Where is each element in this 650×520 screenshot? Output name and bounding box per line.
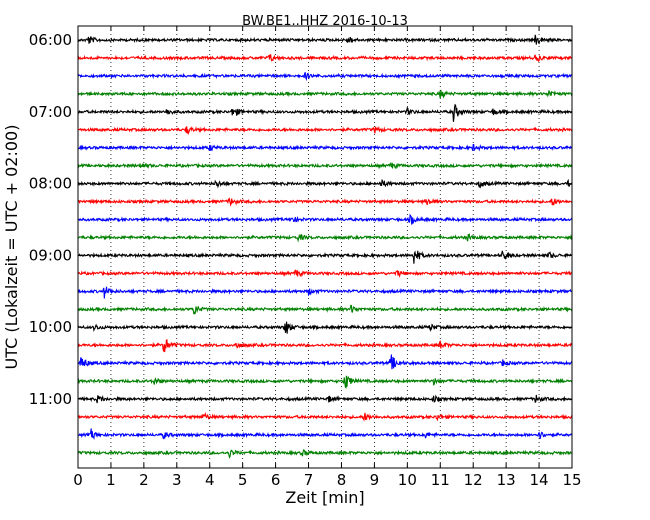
x-tick-label: 6 [271, 471, 281, 489]
trace-line [77, 428, 573, 441]
x-axis-label: Zeit [min] [285, 488, 364, 507]
trace-line [77, 196, 573, 207]
trace-line [77, 339, 573, 353]
x-tick-label: 5 [238, 471, 248, 489]
y-tick-label: 06:00 [29, 31, 72, 49]
trace-line [77, 89, 573, 99]
trace-line [77, 375, 573, 389]
x-tick-label: 10 [398, 471, 417, 489]
y-tick-label: 09:00 [29, 246, 72, 264]
y-axis: 06:00 07:00 08:00 09:00 10:00 11:00 [29, 31, 572, 408]
x-tick-label: 9 [370, 471, 380, 489]
x-tick-label: 12 [464, 471, 483, 489]
grid-lines [110, 26, 540, 468]
y-tick-label: 07:00 [29, 103, 72, 121]
trace-line [77, 269, 573, 278]
trace-line [77, 250, 573, 264]
trace-line [77, 304, 573, 315]
plot-frame [77, 25, 573, 469]
chart-title: BW.BE1..HHZ 2016-10-13 [242, 14, 408, 29]
trace-line [77, 103, 573, 122]
x-tick-label: 2 [139, 471, 149, 489]
y-axis-label: UTC (Lokalzeit = UTC + 02:00) [2, 125, 21, 370]
x-tick-label: 11 [431, 471, 450, 489]
trace-line [77, 394, 573, 404]
trace-line [77, 71, 573, 82]
trace-line [77, 321, 573, 334]
x-tick-label: 15 [562, 471, 581, 489]
x-tick-label: 14 [530, 471, 549, 489]
x-tick-label: 1 [106, 471, 116, 489]
trace-line [77, 34, 573, 45]
trace-line [77, 53, 573, 63]
trace-line [77, 411, 573, 422]
x-axis: 0 1 2 3 4 5 6 7 8 9 10 11 12 13 14 15 [73, 26, 582, 489]
trace-line [77, 213, 573, 225]
x-tick-label: 4 [205, 471, 215, 489]
x-tick-label: 3 [172, 471, 182, 489]
x-tick-label: 13 [497, 471, 516, 489]
trace-line [77, 354, 573, 370]
trace-line [77, 449, 573, 459]
y-tick-label: 10:00 [29, 318, 72, 336]
traces [77, 34, 573, 459]
x-tick-label: 7 [304, 471, 314, 489]
x-tick-label: 8 [337, 471, 347, 489]
y-tick-label: 08:00 [29, 175, 72, 193]
y-tick-label: 11:00 [29, 390, 72, 408]
trace-line [77, 178, 573, 189]
trace-line [77, 286, 573, 299]
trace-line [77, 144, 573, 152]
x-tick-label: 0 [73, 471, 83, 489]
trace-line [77, 232, 573, 243]
trace-line [77, 161, 573, 170]
trace-line [77, 125, 573, 136]
